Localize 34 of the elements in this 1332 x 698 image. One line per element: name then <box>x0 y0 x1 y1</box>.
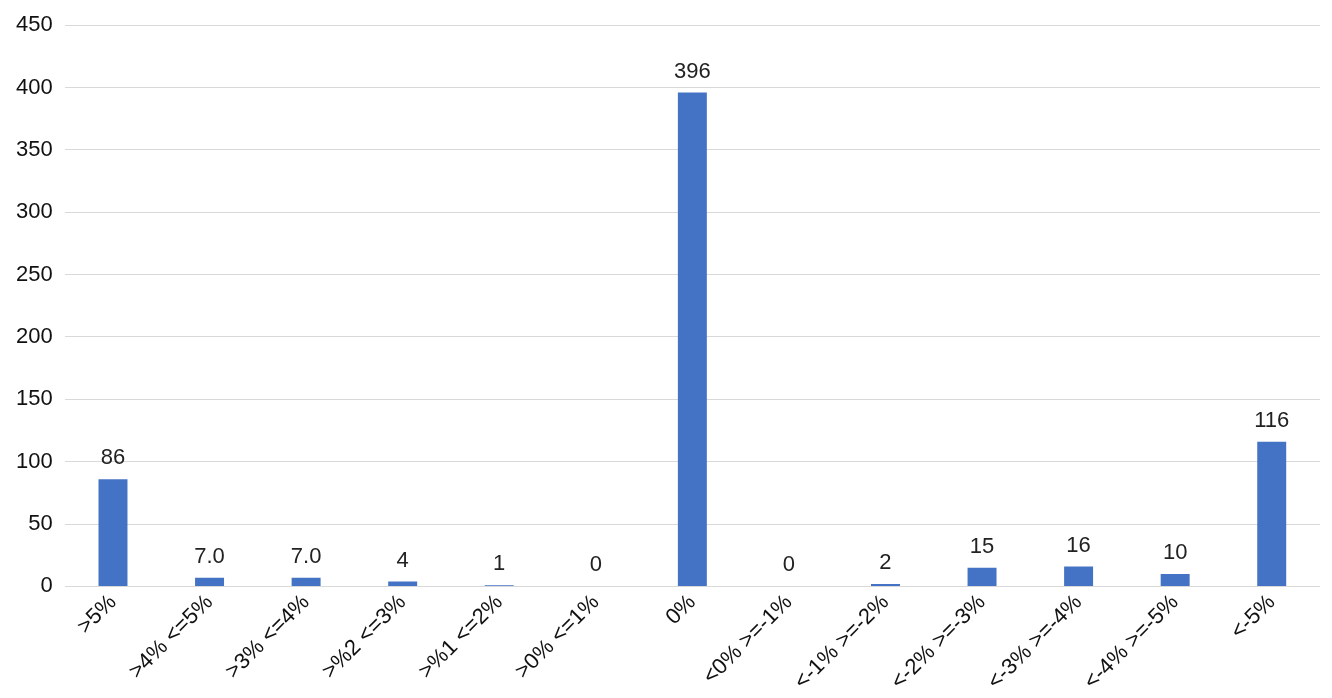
x-tick-label: 0% <box>660 588 701 630</box>
bar <box>98 479 128 586</box>
y-tick-label: 350 <box>15 135 53 161</box>
y-tick-label: 450 <box>15 11 53 37</box>
bar <box>1160 573 1190 586</box>
bar <box>967 567 997 586</box>
bar <box>870 583 900 586</box>
y-tick-label: 200 <box>15 323 53 349</box>
y-tick-label: 150 <box>15 385 53 411</box>
bar <box>388 581 418 586</box>
data-label: 396 <box>673 57 711 83</box>
data-label: 86 <box>100 444 126 470</box>
y-tick-label: 100 <box>15 447 53 473</box>
y-tick-label: 300 <box>15 198 53 224</box>
data-label: 116 <box>1254 406 1290 432</box>
bar <box>677 92 707 586</box>
data-label: 0 <box>782 551 796 577</box>
y-tick-label: 250 <box>15 260 53 286</box>
bar <box>195 577 225 586</box>
data-label: 10 <box>1162 539 1188 565</box>
data-label: 7.0 <box>290 542 322 568</box>
bar <box>1064 566 1094 586</box>
y-tick-label: 0 <box>40 572 53 598</box>
data-label: 1 <box>493 550 506 576</box>
bar <box>1257 441 1287 586</box>
data-label: 4 <box>396 546 409 572</box>
data-label: 7.0 <box>194 542 225 568</box>
data-label: 15 <box>969 532 995 558</box>
data-label: 2 <box>879 549 892 574</box>
bar <box>291 577 321 586</box>
data-label: 16 <box>1066 531 1091 557</box>
data-label: 0 <box>589 551 602 577</box>
y-tick-label: 400 <box>15 73 53 99</box>
y-tick-label: 50 <box>28 510 53 536</box>
